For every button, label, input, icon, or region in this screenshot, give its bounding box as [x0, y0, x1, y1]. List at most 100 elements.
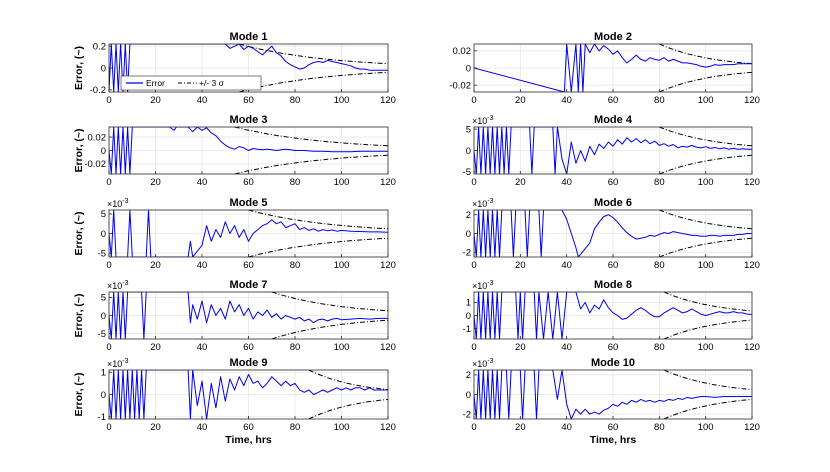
panel-7-xtick-label: 120	[380, 342, 396, 353]
panel-7-xtick-label: 0	[106, 342, 111, 353]
panel-8-ytick-label: 1	[466, 298, 471, 309]
panel-5-title: Mode 5	[230, 197, 268, 209]
panel-4-ytick-label: 0	[466, 146, 471, 157]
panel-10-ytick-label: 0	[466, 390, 471, 401]
panel-8-error-line	[474, 292, 752, 339]
panel-2-xtick-label: 120	[744, 95, 760, 106]
panel-4-xtick-label: 0	[471, 177, 476, 188]
panel-10-error-line	[474, 370, 752, 419]
panel-3-sigma-upper	[234, 127, 388, 147]
panel-3-xtick-label: 80	[290, 177, 301, 188]
panel-10-xtick-label: 80	[654, 422, 665, 433]
panel-8-ytick-label: 0	[466, 311, 471, 322]
panel-3-xtick-label: 100	[334, 177, 350, 188]
panel-1-ylabel: Error, (~)	[73, 46, 85, 90]
panel-5-xtick-label: 120	[380, 260, 396, 271]
panel-9-title: Mode 9	[230, 357, 268, 369]
panel-6-ytick-label: -2	[463, 248, 471, 259]
panel-1-error-line	[109, 44, 388, 92]
panel-9-sigma-upper	[308, 370, 388, 391]
legend-error-label: Error	[146, 78, 165, 88]
panel-6-xtick-label: 0	[471, 260, 476, 271]
panel-3-sigma-lower	[234, 154, 388, 174]
panel-6-xtick-label: 80	[654, 260, 665, 271]
panel-5-xtick-label: 100	[334, 260, 350, 271]
panel-7-ytick-label: 0	[101, 311, 106, 322]
panel-8-exponent: ×10-3	[472, 280, 494, 291]
panel-6-ytick-label: 0	[466, 229, 471, 240]
panel-7-exponent: ×10-3	[107, 280, 129, 291]
panel-1-ytick-label: 0.2	[93, 41, 106, 52]
panel-1-title: Mode 1	[230, 31, 268, 43]
panel-7-xtick-label: 80	[290, 342, 301, 353]
panel-5-xtick-label: 60	[243, 260, 254, 271]
panel-9-error-line	[109, 370, 388, 419]
panel-1-ytick-label: -0.2	[90, 85, 106, 96]
panel-7-error-line	[109, 292, 388, 339]
panel-9-xlabel: Time, hrs	[225, 434, 272, 446]
panel-7-xtick-label: 60	[243, 342, 254, 353]
panel-7-xtick-label: 20	[150, 342, 161, 353]
panel-4-xtick-label: 100	[698, 177, 714, 188]
panel-10-ytick-label: 2	[466, 370, 471, 381]
panel-9-xtick-label: 40	[197, 422, 208, 433]
panel-5-xtick-label: 40	[197, 260, 208, 271]
panel-10-title: Mode 10	[591, 357, 635, 369]
panel-3-xtick-label: 0	[106, 177, 111, 188]
panel-1-xtick-label: 40	[197, 95, 208, 106]
panel-1-xtick-label: 80	[290, 95, 301, 106]
panel-5-ytick-label: 0	[101, 229, 106, 240]
panel-6-title: Mode 6	[594, 197, 632, 209]
panel-5-ylabel: Error, (~)	[73, 211, 85, 255]
panel-6-exponent: ×10-3	[472, 198, 494, 209]
panel-6-xtick-label: 20	[515, 260, 526, 271]
panel-6-error-line	[474, 210, 752, 257]
panel-1-xtick-label: 100	[334, 95, 350, 106]
panel-2-xtick-label: 100	[698, 95, 714, 106]
panel-10-ytick-label: -2	[463, 409, 471, 420]
panel-7-xtick-label: 100	[334, 342, 350, 353]
panel-9-ytick-label: 0	[101, 390, 106, 401]
panel-8-xtick-label: 100	[698, 342, 714, 353]
panel-9-ylabel: Error, (~)	[73, 372, 85, 416]
panel-5-exponent-power: -3	[122, 198, 128, 205]
panel-4-exponent-power: -3	[487, 115, 493, 122]
panel-2-ytick-label: -0.02	[449, 80, 471, 91]
panel-2-ytick-label: 0.02	[453, 46, 472, 57]
panel-4-error-line	[474, 127, 752, 174]
panel-10-xlabel: Time, hrs	[590, 434, 637, 446]
panel-4-xtick-label: 120	[744, 177, 760, 188]
panel-1-xtick-label: 0	[106, 95, 111, 106]
panel-9-sigma-lower	[308, 398, 388, 419]
panel-10-exponent: ×10-3	[472, 358, 494, 369]
panel-6-exponent-power: -3	[487, 198, 493, 205]
panel-4-xtick-label: 20	[515, 177, 526, 188]
panel-3-xtick-label: 60	[243, 177, 254, 188]
panel-4-title: Mode 4	[594, 114, 633, 126]
panel-8-xtick-label: 80	[654, 342, 665, 353]
panel-2-xtick-label: 40	[561, 95, 572, 106]
panel-3-error-line	[109, 127, 388, 174]
panel-2-xtick-label: 60	[608, 95, 619, 106]
panel-3-ytick-label: -0.02	[84, 159, 106, 170]
panel-6-ytick-label: 2	[466, 210, 471, 221]
panel-7-xtick-label: 40	[197, 342, 208, 353]
panel-10-xtick-label: 60	[608, 422, 619, 433]
panel-4-xtick-label: 60	[608, 177, 619, 188]
panel-2-title: Mode 2	[594, 31, 632, 43]
panel-4-ytick-label: 5	[466, 124, 471, 135]
panel-3-xtick-label: 20	[150, 177, 161, 188]
panel-9-ytick-label: 1	[101, 368, 106, 379]
panel-2-xtick-label: 0	[471, 95, 476, 106]
panel-8-xtick-label: 40	[561, 342, 572, 353]
panel-5-ytick-label: -5	[98, 248, 106, 259]
legend-sigma-label: +/- 3 σ	[199, 78, 225, 88]
panel-4-exponent: ×10-3	[472, 115, 494, 126]
panel-9-ytick-label: -1	[98, 412, 106, 423]
panel-8-xtick-label: 120	[744, 342, 760, 353]
panel-8-xtick-label: 60	[608, 342, 619, 353]
panel-5-xtick-label: 80	[290, 260, 301, 271]
panel-10-xtick-label: 40	[561, 422, 572, 433]
panel-9-xtick-label: 0	[106, 422, 111, 433]
panel-2-xtick-label: 20	[515, 95, 526, 106]
